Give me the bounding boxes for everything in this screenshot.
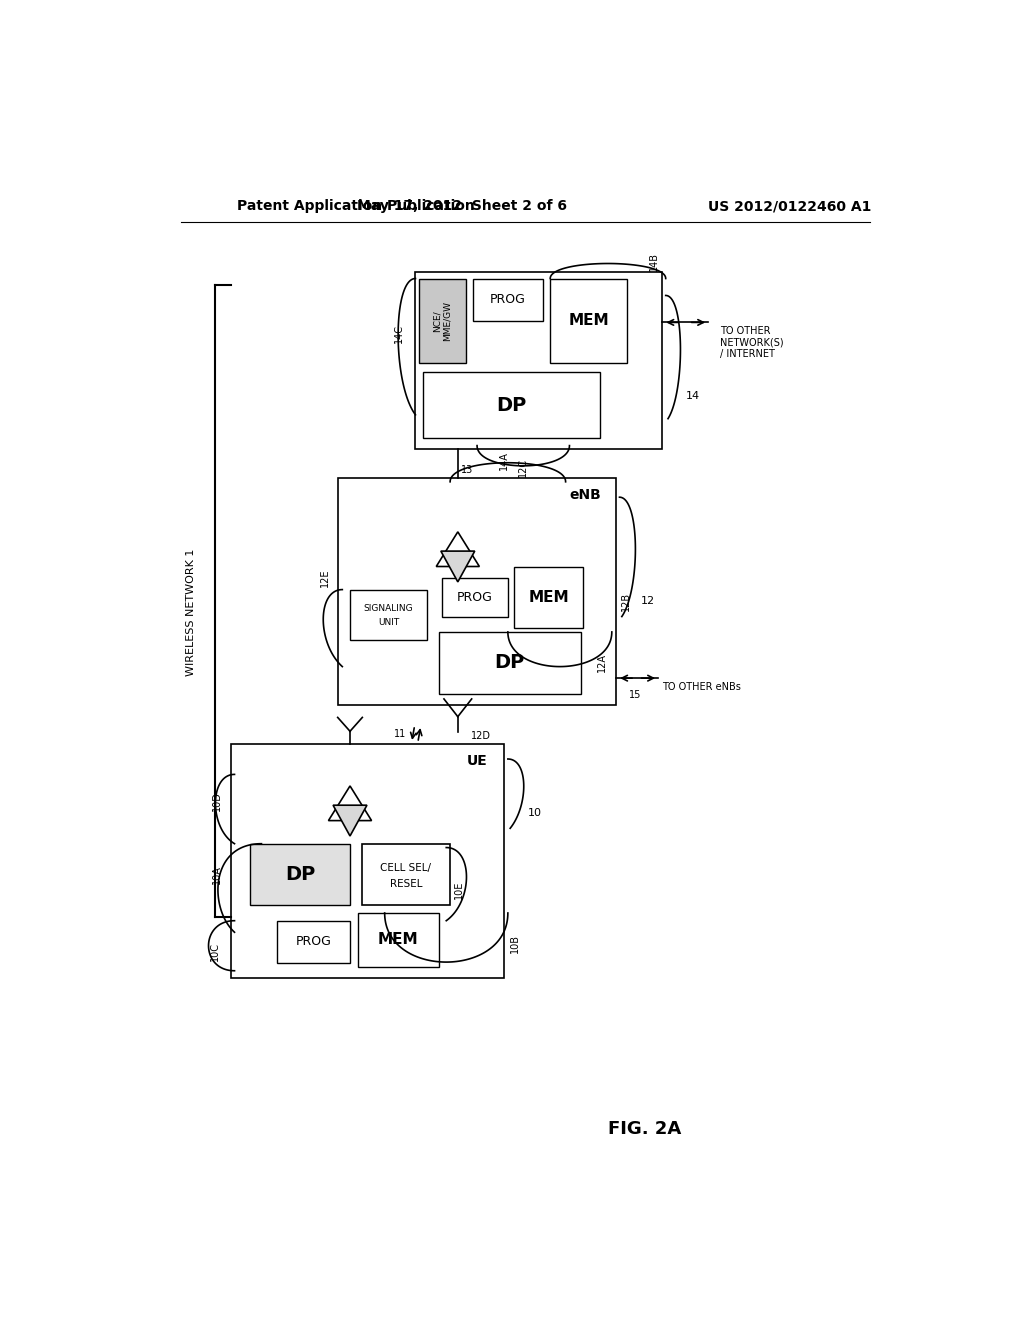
Text: 14B: 14B bbox=[649, 252, 659, 271]
Text: eNB: eNB bbox=[569, 488, 601, 502]
Text: 10E: 10E bbox=[455, 880, 464, 899]
Text: MEM: MEM bbox=[568, 313, 609, 329]
Bar bbox=[442, 578, 508, 616]
Bar bbox=[473, 279, 543, 321]
Bar bbox=[350, 590, 427, 640]
Text: Patent Application Publication: Patent Application Publication bbox=[237, 199, 474, 213]
Text: WIRELESS NETWORK 1: WIRELESS NETWORK 1 bbox=[185, 549, 196, 676]
Bar bbox=[357, 913, 438, 966]
Text: MEM: MEM bbox=[378, 932, 419, 948]
Text: 12C: 12C bbox=[518, 458, 528, 477]
Text: DP: DP bbox=[495, 653, 525, 672]
Text: 10A: 10A bbox=[212, 865, 222, 884]
Text: 10: 10 bbox=[527, 808, 542, 818]
Text: RESEL: RESEL bbox=[389, 879, 422, 888]
Text: 10B: 10B bbox=[510, 935, 520, 953]
Text: TO OTHER
NETWORK(S)
/ INTERNET: TO OTHER NETWORK(S) / INTERNET bbox=[720, 326, 783, 359]
Text: 14: 14 bbox=[686, 391, 699, 400]
Text: TO OTHER eNBs: TO OTHER eNBs bbox=[662, 682, 740, 692]
Text: UNIT: UNIT bbox=[378, 618, 399, 627]
Text: MEM: MEM bbox=[528, 590, 569, 605]
Text: 11: 11 bbox=[394, 729, 407, 739]
Text: SIGNALING: SIGNALING bbox=[364, 605, 414, 614]
Bar bbox=[514, 566, 584, 628]
Text: UE: UE bbox=[467, 754, 487, 767]
Text: 10D: 10D bbox=[212, 792, 222, 812]
Text: 12E: 12E bbox=[319, 569, 330, 587]
Bar bbox=[416, 272, 662, 449]
Text: 12: 12 bbox=[641, 597, 655, 606]
Bar bbox=[438, 632, 581, 693]
Text: FIG. 2A: FIG. 2A bbox=[608, 1119, 681, 1138]
Text: PROG: PROG bbox=[296, 936, 332, 948]
Text: 15: 15 bbox=[629, 690, 641, 700]
Bar bbox=[419, 279, 466, 363]
Text: CELL SEL/: CELL SEL/ bbox=[380, 863, 431, 874]
Text: 10C: 10C bbox=[210, 942, 220, 961]
Text: US 2012/0122460 A1: US 2012/0122460 A1 bbox=[708, 199, 871, 213]
Text: 12B: 12B bbox=[622, 591, 632, 611]
Text: PROG: PROG bbox=[457, 591, 494, 603]
Bar bbox=[423, 372, 600, 438]
Text: 13: 13 bbox=[461, 465, 473, 475]
Bar bbox=[276, 921, 350, 964]
Text: 14A: 14A bbox=[499, 451, 509, 470]
Bar bbox=[550, 279, 628, 363]
Text: DP: DP bbox=[285, 865, 315, 884]
Polygon shape bbox=[333, 805, 367, 836]
Bar bbox=[230, 743, 504, 978]
Text: 14C: 14C bbox=[393, 325, 403, 343]
Bar bbox=[339, 478, 615, 705]
Bar bbox=[250, 843, 350, 906]
Text: PROG: PROG bbox=[489, 293, 525, 306]
Polygon shape bbox=[441, 552, 475, 582]
Text: May 17, 2012  Sheet 2 of 6: May 17, 2012 Sheet 2 of 6 bbox=[356, 199, 566, 213]
Text: DP: DP bbox=[497, 396, 526, 414]
Bar bbox=[361, 843, 451, 906]
Text: 12D: 12D bbox=[471, 731, 490, 741]
Text: 12A: 12A bbox=[597, 653, 607, 672]
Text: NCE/
MME/GW: NCE/ MME/GW bbox=[433, 301, 453, 341]
